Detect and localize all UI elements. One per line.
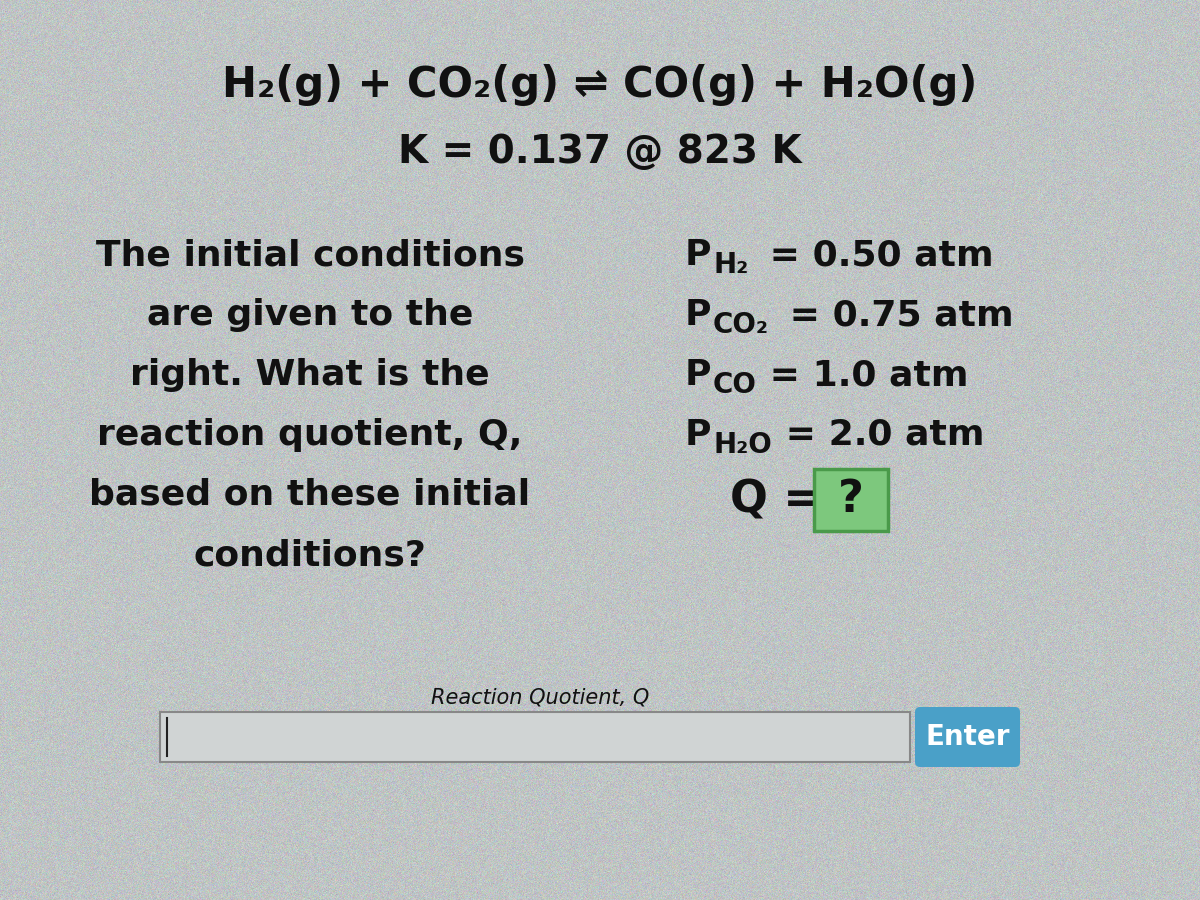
Text: P: P [685, 418, 712, 452]
Text: = 1.0 atm: = 1.0 atm [757, 358, 968, 392]
Text: P: P [685, 358, 712, 392]
FancyBboxPatch shape [914, 707, 1020, 767]
Text: K = 0.137 @ 823 K: K = 0.137 @ 823 K [398, 133, 802, 171]
Text: CO₂: CO₂ [713, 311, 769, 339]
Text: H₂: H₂ [713, 251, 749, 279]
FancyBboxPatch shape [160, 712, 910, 762]
Text: P: P [685, 238, 712, 272]
Text: = 2.0 atm: = 2.0 atm [773, 418, 984, 452]
Text: P: P [685, 298, 712, 332]
Text: = 0.75 atm: = 0.75 atm [778, 298, 1014, 332]
Text: H₂O: H₂O [713, 431, 772, 459]
Text: reaction quotient, Q,: reaction quotient, Q, [97, 418, 523, 452]
FancyBboxPatch shape [814, 469, 888, 531]
Text: right. What is the: right. What is the [130, 358, 490, 392]
Text: ?: ? [838, 479, 864, 521]
Text: The initial conditions: The initial conditions [96, 238, 524, 272]
Text: = 0.50 atm: = 0.50 atm [757, 238, 994, 272]
Text: Q =: Q = [730, 479, 836, 521]
Text: CO: CO [713, 371, 757, 399]
Text: H₂(g) + CO₂(g) ⇌ CO(g) + H₂O(g): H₂(g) + CO₂(g) ⇌ CO(g) + H₂O(g) [222, 64, 978, 106]
Text: are given to the: are given to the [146, 298, 473, 332]
Text: Reaction Quotient, Q: Reaction Quotient, Q [431, 688, 649, 708]
Text: conditions?: conditions? [193, 538, 426, 572]
Text: based on these initial: based on these initial [90, 478, 530, 512]
Text: Enter: Enter [925, 723, 1009, 751]
